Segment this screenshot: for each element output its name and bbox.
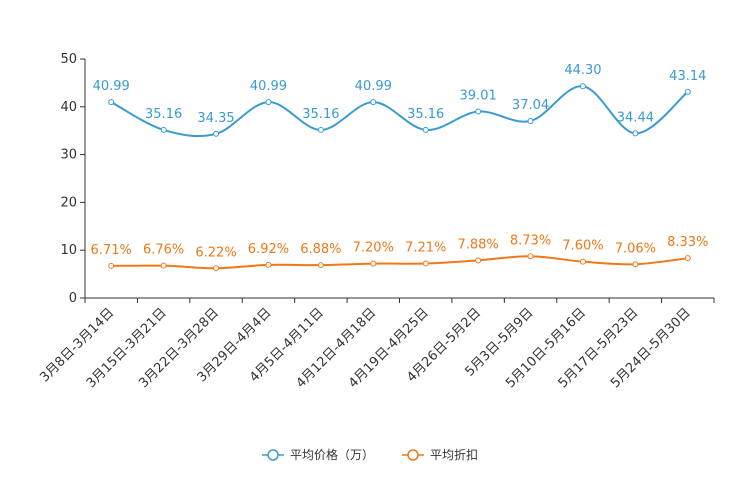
data-point[interactable] <box>370 99 377 106</box>
data-label: 40.99 <box>250 79 287 94</box>
data-point[interactable] <box>632 261 639 268</box>
data-point[interactable] <box>579 83 586 90</box>
data-label: 37.04 <box>512 98 549 113</box>
data-label: 43.14 <box>669 69 706 84</box>
data-point[interactable] <box>213 130 220 137</box>
data-point[interactable] <box>422 126 429 133</box>
data-labels: 40.99 35.16 34.35 40.99 35.16 40.99 35.16 39.01… <box>91 63 709 260</box>
legend-label: 平均价格（万） <box>290 447 374 462</box>
data-label: 7.06% <box>615 241 656 256</box>
data-label: 40.99 <box>93 79 130 94</box>
data-point[interactable] <box>527 253 534 260</box>
series-layer <box>108 83 691 272</box>
data-point[interactable] <box>579 258 586 265</box>
data-label: 34.44 <box>617 110 654 125</box>
data-label: 34.35 <box>197 111 234 126</box>
y-tick-label: 10 <box>60 243 77 258</box>
data-label: 7.20% <box>353 241 394 256</box>
y-tick-label: 50 <box>60 52 77 67</box>
data-label: 35.16 <box>145 107 182 122</box>
data-label: 39.01 <box>460 89 497 104</box>
data-point[interactable] <box>160 126 167 133</box>
legend[interactable]: 平均价格（万） 平均折扣 <box>262 447 478 462</box>
data-point[interactable] <box>265 99 272 106</box>
data-label: 7.21% <box>405 241 446 256</box>
data-label: 40.99 <box>355 79 392 94</box>
data-point[interactable] <box>108 262 115 269</box>
legend-item-1[interactable]: 平均折扣 <box>402 447 478 462</box>
data-point[interactable] <box>684 88 691 95</box>
data-label: 35.16 <box>407 107 444 122</box>
y-axis: 0 10 20 30 40 50 <box>60 52 86 306</box>
data-point[interactable] <box>160 262 167 269</box>
data-point[interactable] <box>317 262 324 269</box>
data-label: 6.76% <box>143 243 184 258</box>
data-point[interactable] <box>475 257 482 264</box>
data-label: 8.33% <box>667 235 708 250</box>
data-point[interactable] <box>632 130 639 137</box>
data-label: 6.88% <box>300 242 341 257</box>
y-tick-label: 0 <box>69 291 77 306</box>
data-label: 6.71% <box>91 243 132 258</box>
data-label: 7.60% <box>562 239 603 254</box>
y-tick-label: 20 <box>60 195 77 210</box>
legend-item-0[interactable]: 平均价格（万） <box>262 447 374 462</box>
legend-marker <box>267 449 279 461</box>
legend-marker <box>407 449 419 461</box>
data-label: 35.16 <box>302 107 339 122</box>
data-point[interactable] <box>475 108 482 115</box>
x-axis: 3月8日-3月14日3月15日-3月21日3月22日-3月28日3月29日-4月… <box>37 297 715 391</box>
data-point[interactable] <box>422 260 429 267</box>
data-point[interactable] <box>317 126 324 133</box>
data-label: 6.22% <box>195 245 236 260</box>
data-point[interactable] <box>684 255 691 262</box>
data-point[interactable] <box>265 261 272 268</box>
data-label: 6.92% <box>248 242 289 257</box>
y-tick-label: 40 <box>60 100 77 115</box>
data-point[interactable] <box>527 117 534 124</box>
series-line-1 <box>111 255 688 270</box>
data-label: 44.30 <box>564 63 601 78</box>
data-point[interactable] <box>370 260 377 267</box>
data-point[interactable] <box>108 99 115 106</box>
legend-label: 平均折扣 <box>430 447 478 462</box>
data-point[interactable] <box>213 265 220 272</box>
data-label: 8.73% <box>510 233 551 248</box>
data-label: 7.88% <box>457 237 498 252</box>
y-tick-label: 30 <box>60 148 77 163</box>
